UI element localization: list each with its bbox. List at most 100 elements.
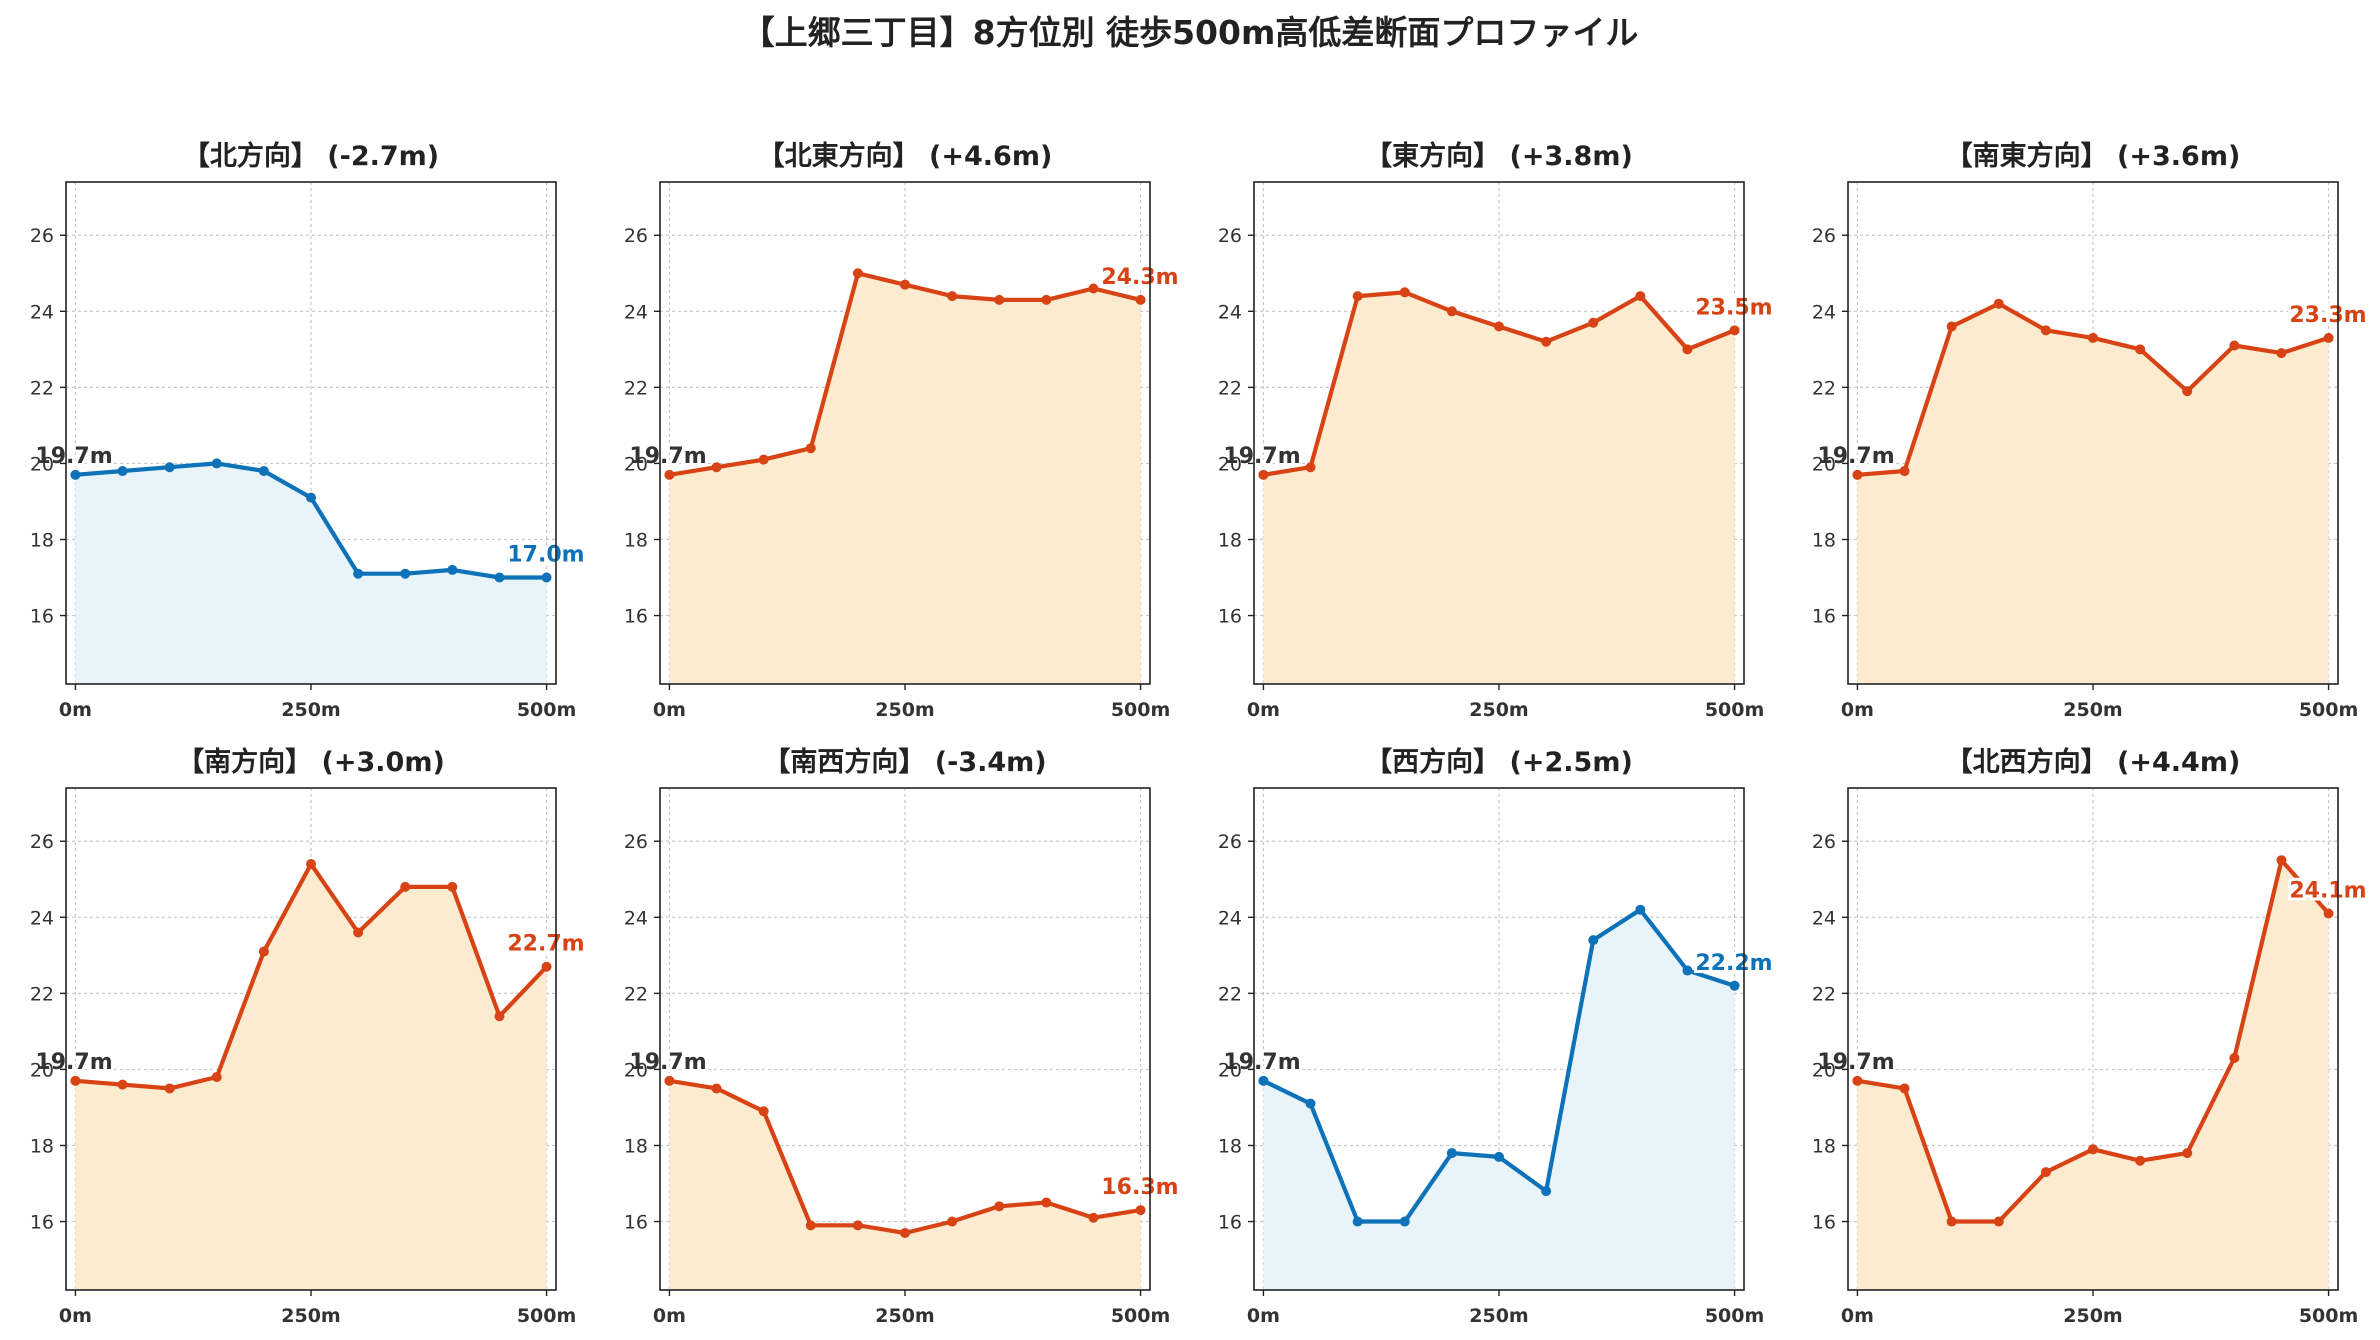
data-point: [306, 859, 316, 870]
y-tick-label: 16: [1218, 606, 1242, 628]
panel-title: 【南西方向】 (-3.4m): [763, 746, 1046, 778]
x-tick-label: 0m: [1247, 699, 1280, 721]
data-point: [400, 568, 411, 579]
x-tick-label: 250m: [2063, 1305, 2122, 1327]
panel-3: 【南東方向】 (+3.6m) 19.7m 23.3m 16 18 20 22 24 26 0m 25…: [1812, 140, 2370, 721]
data-point: [2088, 332, 2098, 343]
panel-title: 【北東方向】 (+4.6m): [758, 140, 1053, 172]
data-point: [1305, 462, 1316, 473]
elevation-area: [669, 273, 1141, 684]
end-label: 17.0m: [507, 543, 584, 568]
data-point: [1352, 291, 1363, 302]
data-point: [900, 279, 910, 290]
data-point: [1088, 1212, 1099, 1223]
data-point: [1682, 344, 1693, 355]
y-tick-label: 18: [1218, 1135, 1242, 1157]
data-point: [1588, 317, 1599, 328]
x-tick-label: 250m: [2063, 699, 2122, 721]
data-point: [1729, 980, 1740, 991]
data-point: [1258, 1075, 1269, 1086]
data-point: [994, 1201, 1005, 1212]
y-tick-label: 20: [30, 453, 54, 475]
data-point: [2323, 332, 2334, 343]
start-label: 19.7m: [1223, 1050, 1300, 1075]
data-point: [664, 1075, 675, 1086]
data-point: [1993, 1216, 2004, 1227]
data-point: [258, 466, 269, 477]
panel-title: 【東方向】 (+3.8m): [1365, 140, 1633, 172]
end-label: 24.1m: [2289, 879, 2366, 904]
y-tick-label: 24: [1218, 907, 1242, 929]
x-tick-label: 0m: [1247, 1305, 1280, 1327]
x-tick-label: 500m: [2299, 699, 2358, 721]
start-label: 19.7m: [629, 1050, 706, 1075]
y-tick-label: 20: [624, 1059, 648, 1081]
data-point: [1682, 965, 1693, 976]
data-point: [1541, 336, 1552, 347]
y-tick-label: 20: [1812, 453, 1836, 475]
y-tick-label: 26: [1812, 831, 1836, 853]
x-tick-label: 500m: [517, 699, 576, 721]
elevation-area: [1857, 860, 2329, 1290]
data-point: [1852, 1075, 1863, 1086]
y-tick-label: 24: [30, 301, 54, 323]
panel-5: 【南西方向】 (-3.4m) 19.7m 16.3m 16 18 20 22 24 26 0m 25…: [624, 746, 1182, 1327]
y-tick-label: 22: [30, 983, 54, 1005]
data-point: [164, 462, 175, 473]
start-label: 19.7m: [1817, 1050, 1894, 1075]
data-point: [2276, 855, 2287, 866]
data-point: [2276, 348, 2287, 359]
x-tick-label: 500m: [1705, 1305, 1764, 1327]
y-tick-label: 16: [1812, 606, 1836, 628]
y-tick-label: 24: [1812, 301, 1836, 323]
panel-2: 【東方向】 (+3.8m) 19.7m 23.5m 16 18 20 22 24 26 0m 250…: [1218, 140, 1776, 721]
y-tick-label: 24: [624, 907, 648, 929]
y-tick-label: 18: [1218, 529, 1242, 551]
y-tick-label: 24: [1812, 907, 1836, 929]
data-point: [211, 1072, 222, 1083]
x-tick-label: 500m: [1111, 1305, 1170, 1327]
y-tick-label: 16: [624, 1212, 648, 1234]
data-point: [1946, 321, 1957, 332]
y-tick-label: 24: [30, 907, 54, 929]
y-tick-label: 22: [30, 377, 54, 399]
panels-grid: 【北方向】 (-2.7m) 19.7m 17.0m 16 18 20 22 24 26 0m 250…: [30, 140, 2370, 1327]
data-point: [711, 1083, 722, 1094]
x-tick-label: 500m: [517, 1305, 576, 1327]
data-point: [2135, 344, 2146, 355]
data-point: [2135, 1155, 2146, 1166]
data-point: [711, 462, 722, 473]
data-point: [541, 961, 552, 972]
figure-title: 【上郷三丁目】8方位別 徒歩500m高低差断面プロファイル: [742, 13, 1639, 52]
data-point: [1041, 294, 1052, 305]
panel-0: 【北方向】 (-2.7m) 19.7m 17.0m 16 18 20 22 24 26 0m 250…: [30, 140, 588, 721]
x-tick-label: 500m: [2299, 1305, 2358, 1327]
data-point: [1446, 1148, 1457, 1159]
x-tick-label: 500m: [1111, 699, 1170, 721]
end-label: 24.3m: [1101, 265, 1178, 290]
x-tick-label: 250m: [875, 699, 934, 721]
data-point: [2040, 325, 2051, 336]
y-tick-label: 20: [1218, 1059, 1242, 1081]
y-tick-label: 26: [624, 831, 648, 853]
data-point: [2182, 386, 2193, 397]
y-tick-label: 18: [30, 1135, 54, 1157]
elevation-area: [1857, 303, 2329, 684]
data-point: [1993, 298, 2004, 309]
data-point: [1399, 1216, 1410, 1227]
data-point: [947, 291, 958, 302]
data-point: [2088, 1144, 2098, 1155]
y-tick-label: 22: [1812, 983, 1836, 1005]
data-point: [1135, 294, 1146, 305]
panel-1: 【北東方向】 (+4.6m) 19.7m 24.3m 16 18 20 22 24 26 0m 25…: [624, 140, 1182, 721]
data-point: [2229, 1053, 2240, 1064]
data-point: [1541, 1186, 1552, 1197]
data-point: [117, 466, 128, 477]
data-point: [805, 1220, 816, 1231]
y-tick-label: 26: [1218, 831, 1242, 853]
elevation-area: [75, 463, 547, 684]
data-point: [1258, 469, 1269, 480]
x-tick-label: 0m: [653, 1305, 686, 1327]
y-tick-label: 16: [1218, 1212, 1242, 1234]
y-tick-label: 20: [624, 453, 648, 475]
